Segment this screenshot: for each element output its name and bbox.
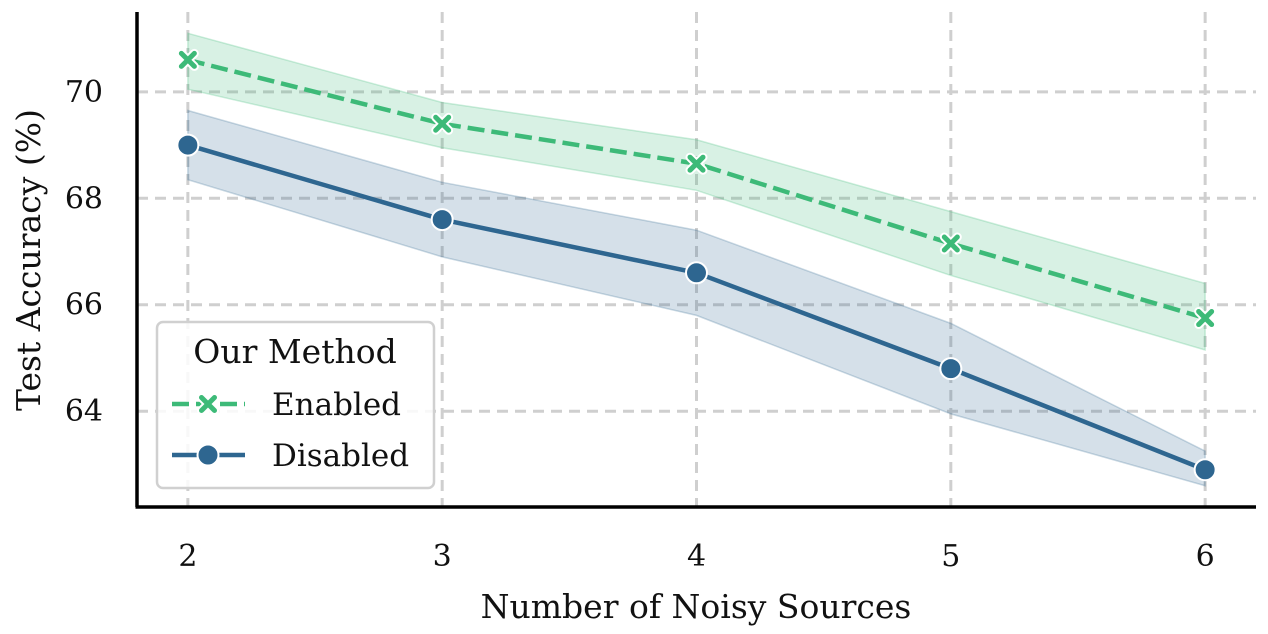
confidence-bands bbox=[187, 32, 1206, 487]
y-tick-label: 68 bbox=[65, 181, 103, 216]
confidence-band-enabled bbox=[187, 32, 1206, 351]
legend-marker bbox=[197, 393, 219, 415]
data-point-enabled bbox=[1194, 307, 1217, 330]
legend-marker bbox=[196, 443, 220, 467]
legend: Our Method Enabled Disabled bbox=[155, 320, 436, 490]
series-markers bbox=[176, 48, 1217, 482]
data-point-enabled bbox=[939, 232, 962, 255]
y-tick-label: 64 bbox=[65, 394, 103, 429]
legend-label: Disabled bbox=[272, 438, 409, 474]
legend-label: Enabled bbox=[272, 387, 401, 423]
tick-labels: 2 3 4 5 6 64 66 68 70 bbox=[65, 75, 1215, 574]
x-tick-label: 5 bbox=[941, 539, 960, 574]
legend-item-disabled: Disabled bbox=[172, 438, 409, 474]
x-axis-label: Number of Noisy Sources bbox=[481, 587, 912, 626]
legend-title: Our Method bbox=[193, 332, 396, 371]
x-tick-label: 6 bbox=[1196, 539, 1215, 574]
y-tick-label: 70 bbox=[65, 75, 103, 110]
x-tick-label: 4 bbox=[687, 539, 706, 574]
data-point-disabled bbox=[176, 133, 200, 157]
data-point-enabled bbox=[176, 48, 199, 71]
data-point-disabled bbox=[939, 357, 963, 381]
data-point-disabled bbox=[430, 208, 454, 232]
x-tick-label: 2 bbox=[178, 539, 197, 574]
legend-box bbox=[155, 320, 436, 490]
data-point-enabled bbox=[431, 112, 454, 135]
legend-item-enabled: Enabled bbox=[172, 387, 401, 423]
y-axis-label: Test Accuracy (%) bbox=[9, 109, 48, 411]
y-tick-label: 66 bbox=[65, 288, 103, 323]
data-point-disabled bbox=[685, 261, 708, 285]
confidence-band-disabled bbox=[187, 109, 1206, 487]
legend-items: Enabled Disabled bbox=[172, 387, 409, 474]
data-point-disabled bbox=[1193, 458, 1217, 482]
axes bbox=[135, 12, 1256, 509]
x-tick-label: 3 bbox=[433, 539, 452, 574]
data-point-enabled bbox=[685, 152, 708, 175]
